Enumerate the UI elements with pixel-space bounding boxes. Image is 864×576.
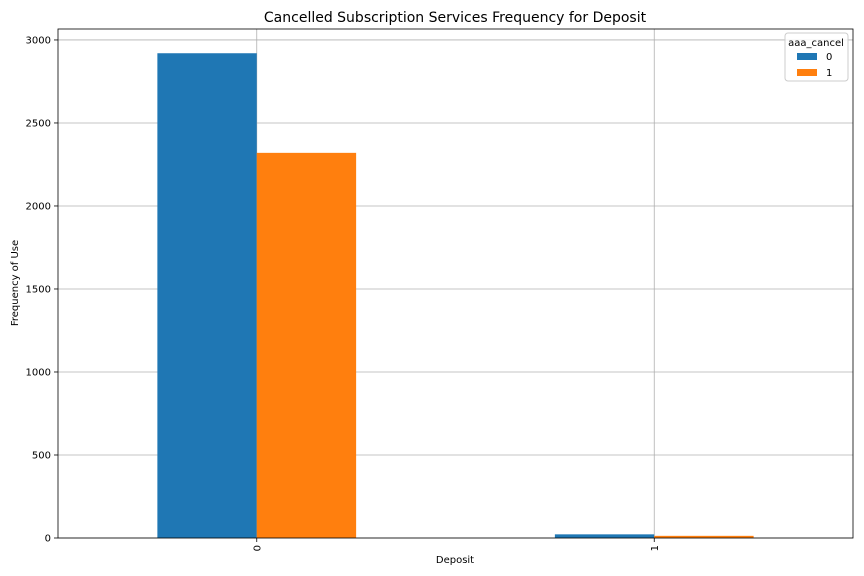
bars xyxy=(157,53,754,538)
legend-swatch-1 xyxy=(797,69,817,76)
y-tick-label: 2500 xyxy=(26,118,51,129)
bar-series-0-category-1 xyxy=(554,534,655,538)
legend: aaa_cancel 0 1 xyxy=(784,32,849,82)
plot-frame xyxy=(57,28,854,539)
legend-swatch-0 xyxy=(797,53,817,60)
y-tick-label: 1500 xyxy=(26,284,51,295)
y-tick-label: 500 xyxy=(32,450,51,461)
x-axis-label: Deposit xyxy=(436,555,474,566)
bar-series-1-category-0 xyxy=(256,152,357,538)
x-tick-label: 1 xyxy=(650,545,661,551)
y-axis-label: Frequency of Use xyxy=(10,240,21,326)
y-tick-label: 3000 xyxy=(26,35,51,46)
legend-label-1: 1 xyxy=(826,68,832,79)
x-tick-label: 0 xyxy=(252,545,263,551)
bar-series-1-category-1 xyxy=(654,535,754,538)
y-tick-label: 0 xyxy=(45,534,51,545)
y-tick-label: 2000 xyxy=(26,201,51,212)
chart-title: Cancelled Subscription Services Frequenc… xyxy=(264,10,647,26)
axes xyxy=(57,28,854,539)
ticks: 0 500 1000 1500 2000 2500 3000 0 1 xyxy=(26,35,661,551)
y-tick-label: 1000 xyxy=(26,367,51,378)
legend-title: aaa_cancel xyxy=(788,38,844,49)
bar-series-0-category-0 xyxy=(157,53,257,538)
legend-label-0: 0 xyxy=(826,52,832,63)
